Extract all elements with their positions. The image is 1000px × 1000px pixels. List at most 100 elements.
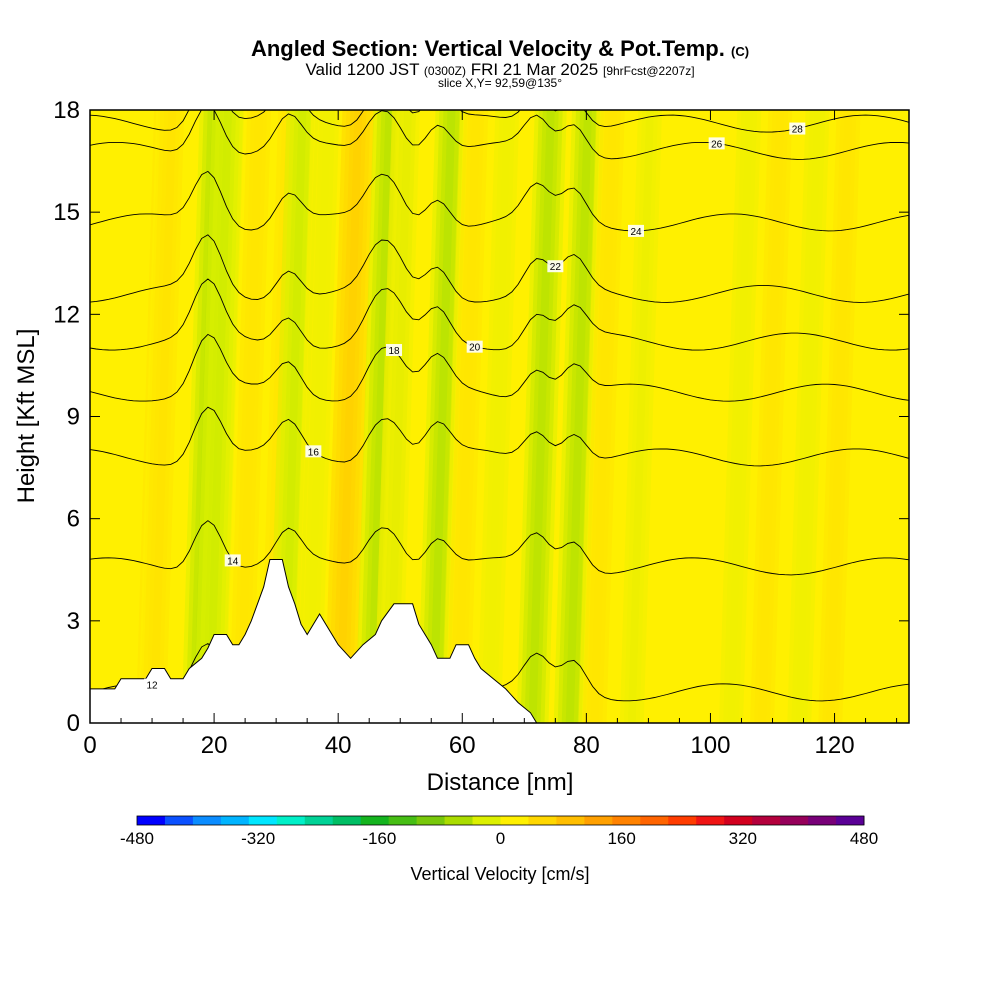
colorbar-swatch-14 <box>528 816 557 825</box>
colorbar-swatch-21 <box>724 816 753 825</box>
forecast-info: [9hrFcst@2207z] <box>602 64 695 78</box>
y-tick-label-18: 18 <box>53 97 80 124</box>
contour-labels: 12 14 16 18 20 22 24 26 28 <box>144 122 806 692</box>
contour-label-bg-22 <box>547 260 564 273</box>
chart-title: Angled Section: Vertical Velocity & Pot.… <box>0 36 1000 65</box>
colorbar-swatch-3 <box>220 816 250 825</box>
contour-label-18: 18 <box>388 346 400 357</box>
chart-subtitle: Valid 1200 JST (0300Z) FRI 21 Mar 2025 [… <box>0 60 1000 81</box>
contour-label-bg-18 <box>386 344 403 357</box>
colorbar-swatch-20 <box>696 816 725 825</box>
velocity-column-12 <box>442 110 493 723</box>
axes: 0 20 40 60 80 100 120 0 3 6 9 12 15 18 <box>53 97 909 759</box>
theta-contour-28 <box>90 110 909 133</box>
contour-label-14: 14 <box>227 556 239 567</box>
colorbar-swatch-6 <box>304 816 334 825</box>
colorbar: -480 -320 -160 0 160 320 480 <box>120 815 878 848</box>
theta-contour-26 <box>90 110 909 160</box>
x-axis-title: Distance [nm] <box>427 769 574 796</box>
velocity-column-1 <box>138 110 189 723</box>
velocity-column-16 <box>578 110 629 723</box>
colorbar-title: Vertical Velocity [cm/s] <box>410 864 589 884</box>
y-tick-label-6: 6 <box>67 506 80 533</box>
theta-contour-18 <box>90 333 909 402</box>
theta-contour-24 <box>90 170 909 232</box>
colorbar-label-320: 320 <box>729 829 757 848</box>
colorbar-frame <box>136 815 865 826</box>
colorbar-swatch-23 <box>780 816 809 825</box>
colorbar-swatch-4 <box>248 816 278 825</box>
contour-label-26: 26 <box>711 139 723 150</box>
colorbar-label-160: 160 <box>607 829 635 848</box>
terrain-profile <box>90 559 909 723</box>
velocity-column-17 <box>615 110 666 723</box>
x-tick-label-100: 100 <box>690 732 730 759</box>
colorbar-swatch-2 <box>192 816 222 825</box>
colorbar-swatch-15 <box>556 816 585 825</box>
velocity-column-11 <box>417 110 468 723</box>
x-tick-label-0: 0 <box>83 732 96 759</box>
colorbar-label-0: 0 <box>496 829 505 848</box>
vertical-velocity-field <box>90 110 909 723</box>
colorbar-swatch-11 <box>444 816 474 825</box>
colorbar-label--480: -480 <box>120 829 154 848</box>
colorbar-swatch-19 <box>668 816 697 825</box>
x-tick-label-60: 60 <box>449 732 476 759</box>
x-tick-label-20: 20 <box>201 732 228 759</box>
contour-label-bg-20 <box>466 340 483 353</box>
velocity-column-4 <box>224 110 276 723</box>
velocity-column-8 <box>324 110 375 723</box>
colorbar-swatch-13 <box>500 816 529 825</box>
valid-date: FRI 21 Mar 2025 <box>470 60 599 79</box>
theta-contour-22 <box>90 234 909 303</box>
contour-label-bg-14 <box>224 554 241 567</box>
contour-label-bg-24 <box>628 224 644 237</box>
colorbar-swatch-12 <box>472 816 501 825</box>
colorbar-swatch-0 <box>137 816 166 825</box>
colorbar-swatch-9 <box>388 816 418 825</box>
colorbar-label--160: -160 <box>362 829 396 848</box>
colorbar-swatch-7 <box>332 816 362 825</box>
slice-info: slice X,Y= 92,59@135° <box>437 76 563 90</box>
colorbar-swatch-5 <box>276 816 306 825</box>
y-tick-label-9: 9 <box>67 404 80 431</box>
y-axis-title: Height [Kft MSL] <box>13 329 40 504</box>
valid-time: Valid 1200 JST <box>305 60 420 79</box>
colorbar-swatch-24 <box>808 816 837 825</box>
colorbar-swatch-10 <box>416 816 446 825</box>
copyright-mark: (C) <box>731 44 750 59</box>
contour-label-28: 28 <box>792 125 804 136</box>
contour-label-bg-28 <box>789 122 806 135</box>
theta-contour-14 <box>90 520 909 576</box>
contour-label-bg-12 <box>144 678 161 691</box>
contour-label-24: 24 <box>630 227 642 238</box>
velocity-column-19 <box>746 110 797 723</box>
contour-label-16: 16 <box>308 447 320 458</box>
x-tick-label-80: 80 <box>573 732 600 759</box>
contour-label-bg-26 <box>708 137 725 150</box>
colorbar-label-480: 480 <box>850 829 878 848</box>
colorbar-swatch-22 <box>752 816 781 825</box>
velocity-column-20 <box>783 110 834 723</box>
colorbar-swatch-8 <box>360 816 390 825</box>
theta-contour-20 <box>90 278 909 351</box>
contour-label-22: 22 <box>550 262 562 273</box>
contour-label-20: 20 <box>469 343 481 354</box>
terrain <box>90 559 909 723</box>
contour-label-12: 12 <box>146 681 158 692</box>
contour-label-bg-16 <box>305 445 322 458</box>
colorbar-swatch-16 <box>584 816 613 825</box>
y-tick-label-12: 12 <box>53 301 80 328</box>
velocity-column-3 <box>193 110 245 723</box>
x-tick-label-40: 40 <box>325 732 352 759</box>
valid-utc: (0300Z) <box>423 64 466 78</box>
velocity-column-15 <box>553 110 604 723</box>
colorbar-swatch-25 <box>836 816 865 825</box>
colorbar-swatch-17 <box>612 816 641 825</box>
velocity-column-13 <box>473 110 524 723</box>
colorbar-label--320: -320 <box>241 829 275 848</box>
x-tick-label-120: 120 <box>815 732 855 759</box>
y-tick-label-15: 15 <box>53 199 80 226</box>
chart-title-text: Angled Section: Vertical Velocity & Pot.… <box>250 36 725 61</box>
